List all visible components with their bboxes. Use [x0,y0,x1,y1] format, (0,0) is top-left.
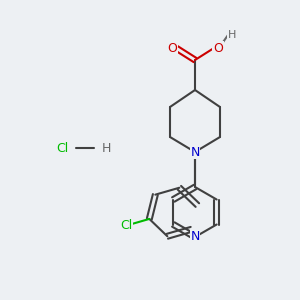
Text: H: H [228,30,236,40]
Text: N: N [190,146,200,158]
Text: H: H [101,142,111,154]
Text: O: O [167,41,177,55]
Text: O: O [213,41,223,55]
Text: N: N [190,230,200,244]
Text: Cl: Cl [56,142,68,154]
Text: Cl: Cl [120,218,132,232]
